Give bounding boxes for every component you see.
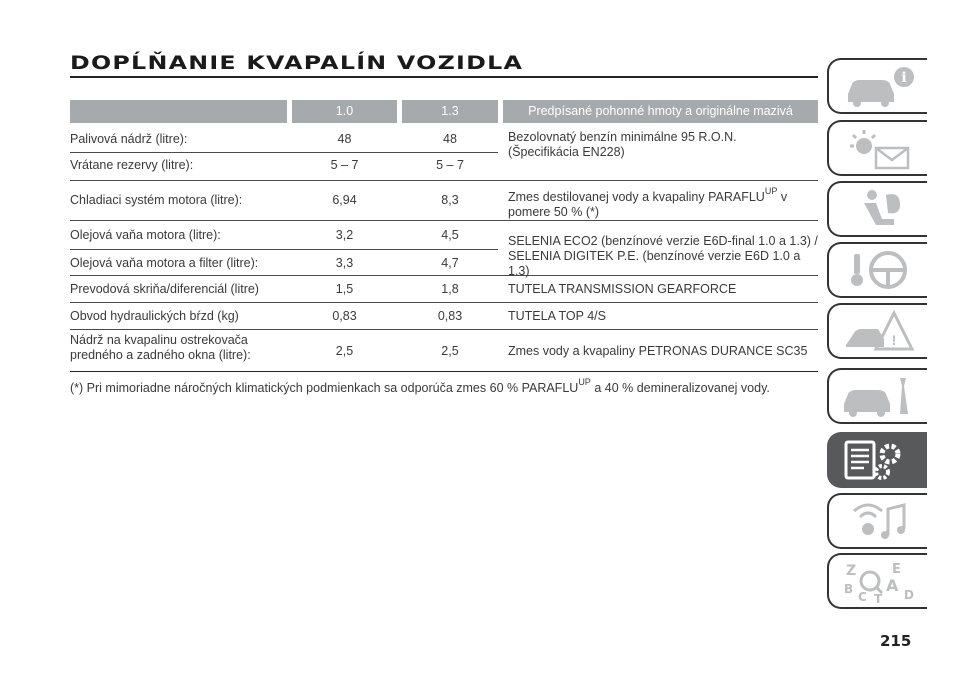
spec-gearbox: TUTELA TRANSMISSION GEARFORCE xyxy=(508,281,737,296)
tab-emergency[interactable]: ! xyxy=(827,303,927,359)
row-divider xyxy=(70,249,498,250)
row-value-1-3: 8,3 xyxy=(441,192,459,207)
spec-brakes: TUTELA TOP 4/S xyxy=(508,308,606,323)
row-value-1-3: 48 xyxy=(443,131,457,146)
tab-multimedia[interactable] xyxy=(827,493,927,549)
multimedia-icon xyxy=(853,503,906,539)
row-value-1-3: 4,7 xyxy=(441,255,459,270)
tab-technical-data[interactable] xyxy=(827,432,927,488)
row-value-1-3: 2,5 xyxy=(441,343,459,358)
page-title: DOPĹŇANIE KVAPALÍN VOZIDLA xyxy=(70,52,524,74)
row-divider xyxy=(70,302,818,303)
row-value-1-0: 5 – 7 xyxy=(330,157,359,172)
row-value-1-3: 1,8 xyxy=(441,281,459,296)
spec-oil-line-1: SELENIA ECO2 (benzínové verzie E6D-final… xyxy=(508,234,818,248)
row-value-1-3: 4,5 xyxy=(441,227,459,242)
footnote-sup: UP xyxy=(578,377,591,387)
spec-oil-line-2: SELENIA DIGITEK P.E. (benzínové verzie E… xyxy=(508,249,801,278)
svg-text:C: C xyxy=(858,590,867,603)
tab-index[interactable]: Z E B A C D T xyxy=(827,553,927,609)
row-label-coolant: Chladiaci systém motora (litre): xyxy=(70,192,243,207)
steering-wheel-key-icon xyxy=(851,251,907,289)
breakdown-triangle-icon: ! xyxy=(846,309,915,351)
row-label-washer: Nádrž na kvapalinu ostrekovača predného … xyxy=(70,333,290,371)
spec-coolant: Zmes destilovanej vody a kvapaliny PARAF… xyxy=(508,184,798,219)
svg-text:i: i xyxy=(901,70,906,86)
row-value-1-0: 0,83 xyxy=(332,308,357,323)
warning-lights-icon xyxy=(850,130,910,170)
row-label-oil-pan-filter: Olejová vaňa motora a filter (litre): xyxy=(70,255,259,270)
header-blank xyxy=(70,100,287,123)
tab-car-info[interactable]: i xyxy=(827,58,927,114)
header-col-1-3: 1.3 xyxy=(402,100,498,123)
row-label-fuel-tank: Palivová nádrž (litre): xyxy=(70,131,188,146)
footnote-text-1: (*) Pri mimoriadne náročných klimatickýc… xyxy=(70,381,579,395)
svg-text:T: T xyxy=(874,592,883,603)
row-value-1-0: 3,3 xyxy=(335,255,354,270)
row-divider xyxy=(70,220,818,221)
spec-oil: SELENIA ECO2 (benzínové verzie E6D-final… xyxy=(508,234,818,278)
footnote: (*) Pri mimoriadne náročných klimatickýc… xyxy=(70,377,770,395)
header-col-1-0: 1.0 xyxy=(292,100,397,123)
header-col-spec: Predpísané pohonné hmoty a originálne ma… xyxy=(503,100,818,123)
svg-text:A: A xyxy=(886,576,899,595)
row-value-1-3: 5 – 7 xyxy=(436,157,464,172)
row-divider xyxy=(70,329,818,330)
spec-washer: Zmes vody a kvapaliny PETRONAS DURANCE S… xyxy=(508,343,808,358)
spec-coolant-sup: UP xyxy=(764,186,778,196)
row-value-1-3: 0,83 xyxy=(437,308,463,323)
svg-text:Z: Z xyxy=(846,563,856,579)
alphabetical-index-icon: Z E B A C D T xyxy=(844,562,914,603)
technical-data-icon xyxy=(844,440,901,480)
spec-fuel: Bezolovnatý benzín minimálne 95 R.O.N. (… xyxy=(508,130,737,159)
tab-maintenance[interactable] xyxy=(827,368,927,424)
tab-safety[interactable] xyxy=(827,181,927,237)
spec-coolant-text-b: v pomere 50 % (*) xyxy=(508,190,788,219)
airbag-seat-icon xyxy=(864,190,900,225)
car-maintenance-icon xyxy=(844,378,908,417)
tab-warning-lights[interactable] xyxy=(827,120,927,176)
svg-text:!: ! xyxy=(892,332,897,348)
tab-starting-driving[interactable] xyxy=(827,242,927,298)
footnote-text-2: a 40 % demineralizovanej vody. xyxy=(594,381,770,395)
row-label-washer-line-1: Nádrž na kvapalinu ostrekovača xyxy=(70,333,248,347)
row-label-reserve: Vrátane rezervy (litre): xyxy=(70,157,194,172)
row-value-1-0: 3,2 xyxy=(335,227,354,242)
row-value-1-0: 2,5 xyxy=(335,343,354,358)
row-divider xyxy=(70,180,818,181)
svg-text:E: E xyxy=(892,562,901,577)
row-label-brakes: Obvod hydraulických bŕzd (kg) xyxy=(70,308,239,323)
car-info-icon: i xyxy=(848,67,914,107)
title-rule xyxy=(70,76,818,78)
spec-coolant-text-a: Zmes destilovanej vody a kvapaliny PARAF… xyxy=(508,190,765,204)
page-number: 215 xyxy=(880,632,912,650)
table-bottom-rule xyxy=(70,371,818,372)
row-label-gearbox: Prevodová skriňa/diferenciál (litre) xyxy=(70,281,259,296)
row-label-oil-pan: Olejová vaňa motora (litre): xyxy=(70,227,221,242)
row-divider xyxy=(70,152,498,153)
row-value-1-0: 48 xyxy=(337,131,352,146)
svg-text:B: B xyxy=(844,582,853,596)
row-value-1-0: 1,5 xyxy=(335,281,354,296)
row-divider xyxy=(70,275,818,276)
row-value-1-0: 6,94 xyxy=(332,192,357,207)
row-label-washer-line-2: predného a zadného okna (litre): xyxy=(70,348,251,362)
svg-text:D: D xyxy=(904,588,914,602)
